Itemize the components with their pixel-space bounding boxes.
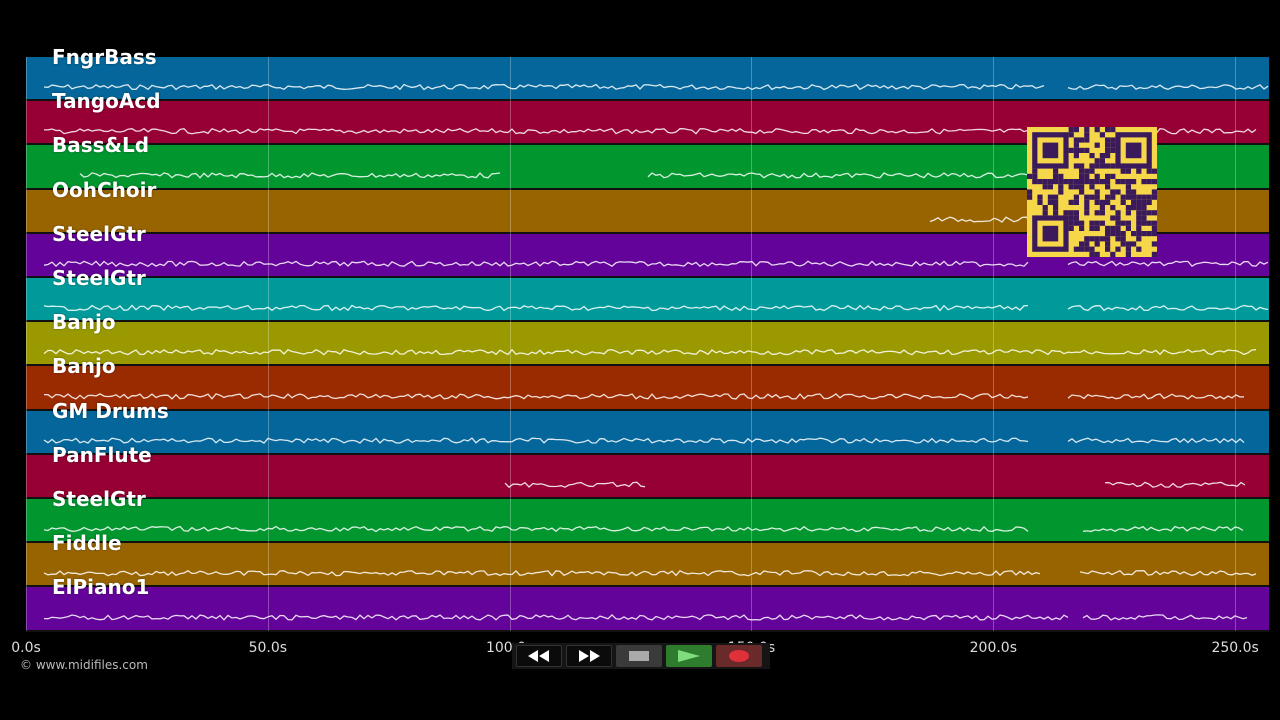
qr-pattern xyxy=(1027,127,1157,257)
track-lane xyxy=(26,543,1269,588)
track-lane xyxy=(26,322,1269,367)
track-lane xyxy=(26,366,1269,411)
grid-line xyxy=(993,57,995,631)
track-label: Bass&Ld xyxy=(52,133,150,158)
copyright-text: © www.midifiles.com xyxy=(20,658,148,672)
track-label: ElPiano1 xyxy=(52,575,150,600)
record-icon xyxy=(729,650,749,662)
axis-tick-label: 50.0s xyxy=(248,640,288,656)
track-label: GM Drums xyxy=(52,398,169,423)
axis-tick-label: 200.0s xyxy=(969,640,1017,656)
play-icon xyxy=(678,650,700,662)
track-lane xyxy=(26,454,1269,499)
track-lane xyxy=(26,57,1269,102)
record-button[interactable] xyxy=(716,645,762,667)
track-label: SteelGtr xyxy=(52,487,146,511)
track-label: Banjo xyxy=(52,310,116,335)
track-lane xyxy=(26,499,1269,544)
track-label: TangoAcd xyxy=(52,89,161,114)
track-label: SteelGtr xyxy=(52,266,146,290)
track-label: Banjo xyxy=(52,354,116,379)
stop-icon xyxy=(629,651,649,661)
fast-forward-icon xyxy=(579,650,600,662)
track-lane xyxy=(26,278,1269,323)
track-label: Fiddle xyxy=(52,531,122,556)
track-label: OohChoir xyxy=(52,177,157,202)
track-lane xyxy=(26,587,1269,632)
stop-button[interactable] xyxy=(616,645,662,667)
fast-forward-button[interactable] xyxy=(566,645,612,667)
grid-line xyxy=(267,57,269,631)
track-label: SteelGtr xyxy=(52,221,146,246)
transport-controls xyxy=(512,643,770,669)
qr-code xyxy=(1027,127,1157,257)
track-lane xyxy=(26,410,1269,455)
grid-line xyxy=(509,57,511,631)
axis-tick-label: 0.0s xyxy=(11,640,41,656)
rewind-button[interactable] xyxy=(516,645,562,667)
rewind-icon xyxy=(528,650,549,662)
play-button[interactable] xyxy=(666,645,712,667)
grid-line xyxy=(1235,57,1237,631)
grid-line xyxy=(26,57,27,631)
track-label: PanFlute xyxy=(52,442,152,467)
axis-tick-label: 250.0s xyxy=(1211,640,1259,656)
grid-line xyxy=(751,57,753,631)
track-label: FngrBass xyxy=(52,45,157,69)
